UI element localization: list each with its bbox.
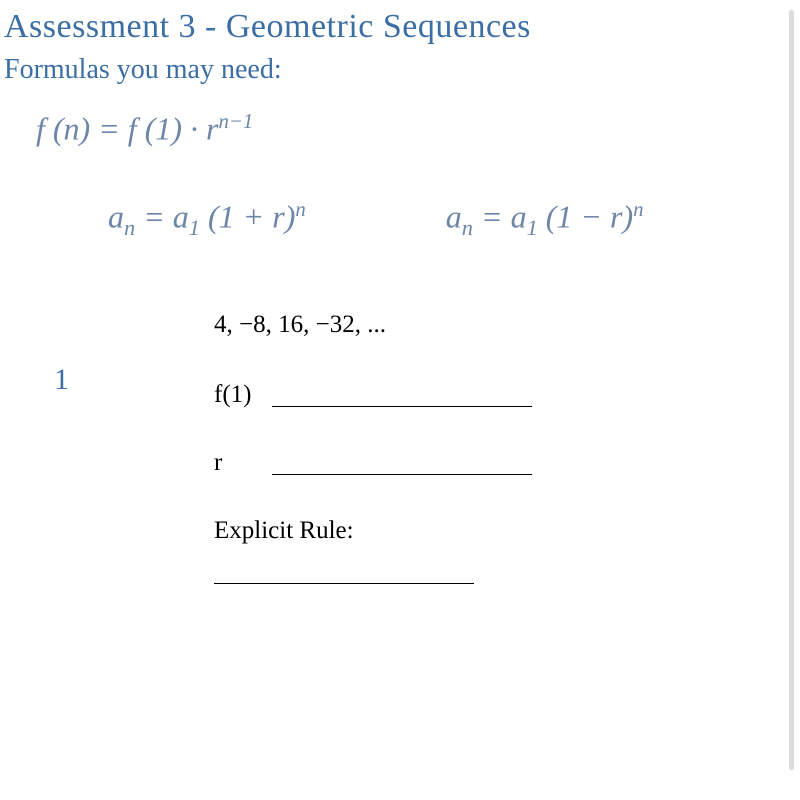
problem-number: 1 [54, 363, 94, 397]
f1-field: f(1) [214, 381, 532, 409]
f1-blank[interactable] [272, 406, 532, 407]
r-field: r [214, 449, 532, 477]
formula-decay: an = a1 (1 − r)n [446, 198, 644, 241]
formulas-subhead: Formulas you may need: [4, 54, 775, 86]
r-blank[interactable] [272, 474, 532, 475]
formula-growth: an = a1 (1 + r)n [108, 198, 306, 241]
sequence-text: 4, −8, 16, −32, ... [214, 311, 532, 339]
vertical-scrollbar[interactable] [789, 10, 794, 770]
explicit-rule-label: Explicit Rule: [214, 517, 532, 545]
formula-explicit-geometric: f (n) = f (1) · rn−1 [36, 110, 775, 148]
page-title: Assessment 3 - Geometric Sequences [4, 8, 775, 46]
f1-label: f(1) [214, 381, 268, 409]
explicit-rule-blank[interactable] [214, 583, 474, 584]
r-label: r [214, 449, 268, 477]
problem-1: 1 4, −8, 16, −32, ... f(1) r Explicit Ru… [0, 311, 775, 584]
